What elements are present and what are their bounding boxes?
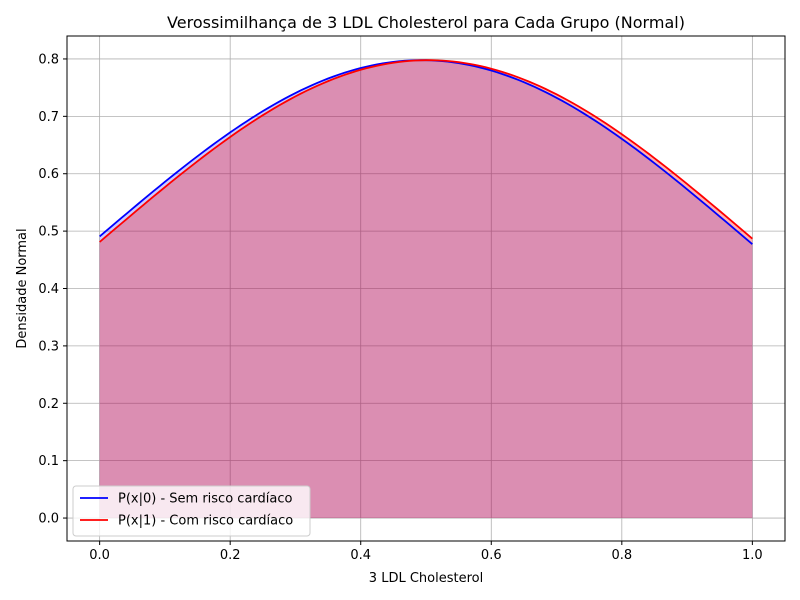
chart-title: Verossimilhança de 3 LDL Cholesterol par… [167,13,685,32]
x-axis-ticks: 0.0 0.2 0.4 0.6 0.8 1.0 [89,541,763,563]
x-tick-label: 0.2 [220,548,241,563]
x-tick-label: 0.8 [611,548,632,563]
y-tick-label: 0.8 [38,52,59,67]
y-tick-label: 0.1 [38,454,59,469]
series-1-line [99,59,753,243]
y-tick-label: 0.0 [38,512,59,527]
x-tick-label: 0.0 [89,548,110,563]
x-tick-label: 1.0 [742,548,763,563]
x-tick-label: 0.4 [350,548,371,563]
x-axis-label: 3 LDL Cholesterol [369,571,483,586]
y-tick-label: 0.5 [38,225,59,240]
legend: P(x|0) - Sem risco cardíaco P(x|1) - Com … [72,485,311,537]
y-tick-label: 0.2 [38,397,59,412]
y-tick-label: 0.3 [38,339,59,354]
legend-label-0: P(x|0) - Sem risco cardíaco [118,492,292,507]
grid [67,36,785,541]
series-1-fill-area [99,60,753,519]
series-lines [99,59,753,245]
legend-label-1: P(x|1) - Com risco cardíaco [118,514,293,529]
y-tick-label: 0.6 [38,167,59,182]
fill-areas [99,60,753,519]
series-0-fill-area [99,60,753,519]
y-tick-label: 0.4 [38,282,59,297]
y-tick-label: 0.7 [38,110,59,125]
y-axis-label: Densidade Normal [15,228,30,348]
y-axis-ticks: 0.0 0.1 0.2 0.3 0.4 0.5 0.6 0.7 0.8 [38,52,67,527]
x-tick-label: 0.6 [481,548,502,563]
legend-box [72,485,311,537]
